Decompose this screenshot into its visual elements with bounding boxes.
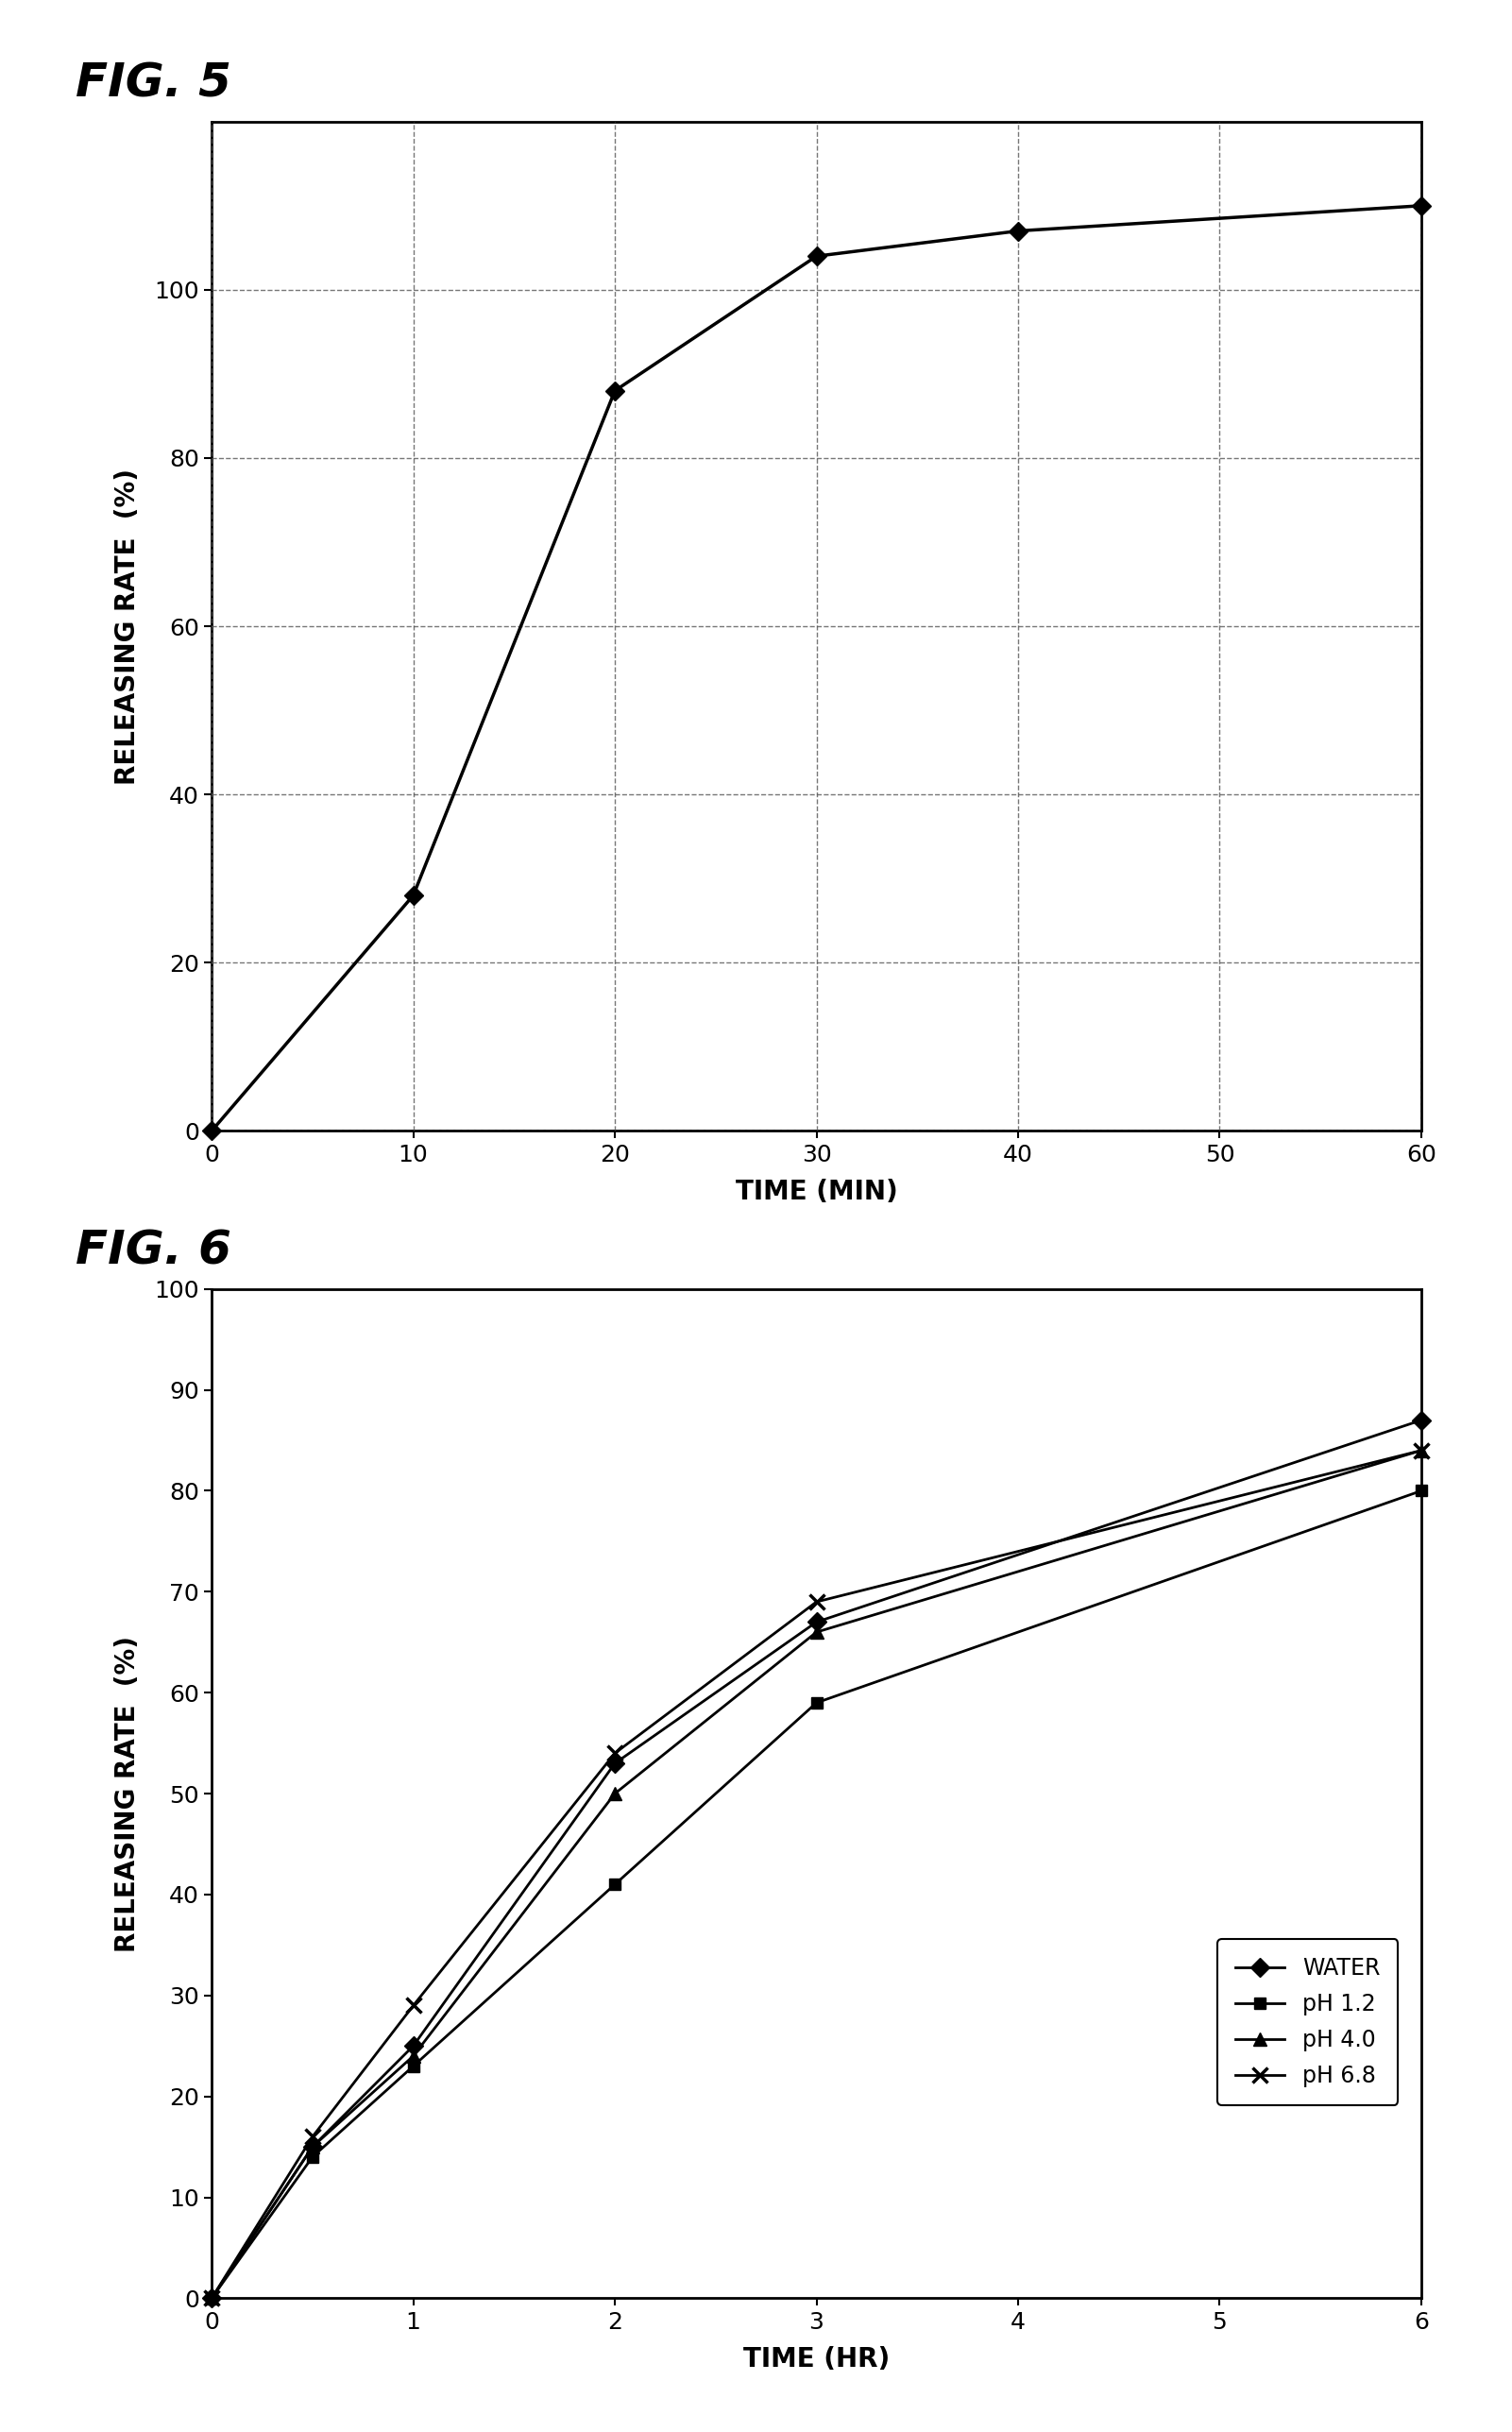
Y-axis label: RELEASING RATE  (%): RELEASING RATE (%) [115, 1634, 141, 1953]
X-axis label: TIME (HR): TIME (HR) [744, 2347, 889, 2374]
pH 4.0 [203, 2284, 221, 2313]
pH 1.2 [203, 2284, 221, 2313]
WATER [606, 1749, 624, 1778]
Text: FIG. 5: FIG. 5 [76, 61, 231, 107]
pH 1.2 [606, 1870, 624, 1899]
pH 6.8 [1412, 1435, 1430, 1464]
Line: pH 4.0: pH 4.0 [206, 1445, 1427, 2306]
WATER [404, 2031, 422, 2060]
pH 4.0 [807, 1617, 826, 1646]
pH 4.0 [304, 2133, 322, 2162]
Line: pH 6.8: pH 6.8 [204, 1442, 1429, 2306]
pH 6.8 [304, 2123, 322, 2152]
Legend: WATER, pH 1.2, pH 4.0, pH 6.8: WATER, pH 1.2, pH 4.0, pH 6.8 [1217, 1938, 1399, 2106]
X-axis label: TIME (MIN): TIME (MIN) [735, 1180, 898, 1206]
pH 6.8 [203, 2284, 221, 2313]
Line: pH 1.2: pH 1.2 [206, 1486, 1427, 2303]
pH 6.8 [807, 1588, 826, 1617]
Y-axis label: RELEASING RATE  (%): RELEASING RATE (%) [115, 467, 141, 786]
Line: WATER: WATER [206, 1413, 1427, 2306]
WATER [1412, 1406, 1430, 1435]
pH 1.2 [404, 2053, 422, 2082]
pH 4.0 [1412, 1435, 1430, 1464]
Text: FIG. 6: FIG. 6 [76, 1228, 231, 1274]
pH 4.0 [606, 1780, 624, 1809]
pH 6.8 [404, 1992, 422, 2021]
WATER [807, 1608, 826, 1637]
pH 1.2 [807, 1688, 826, 1717]
WATER [203, 2284, 221, 2313]
pH 1.2 [1412, 1476, 1430, 1505]
pH 1.2 [304, 2143, 322, 2172]
WATER [304, 2133, 322, 2162]
pH 6.8 [606, 1739, 624, 1768]
pH 4.0 [404, 2040, 422, 2070]
